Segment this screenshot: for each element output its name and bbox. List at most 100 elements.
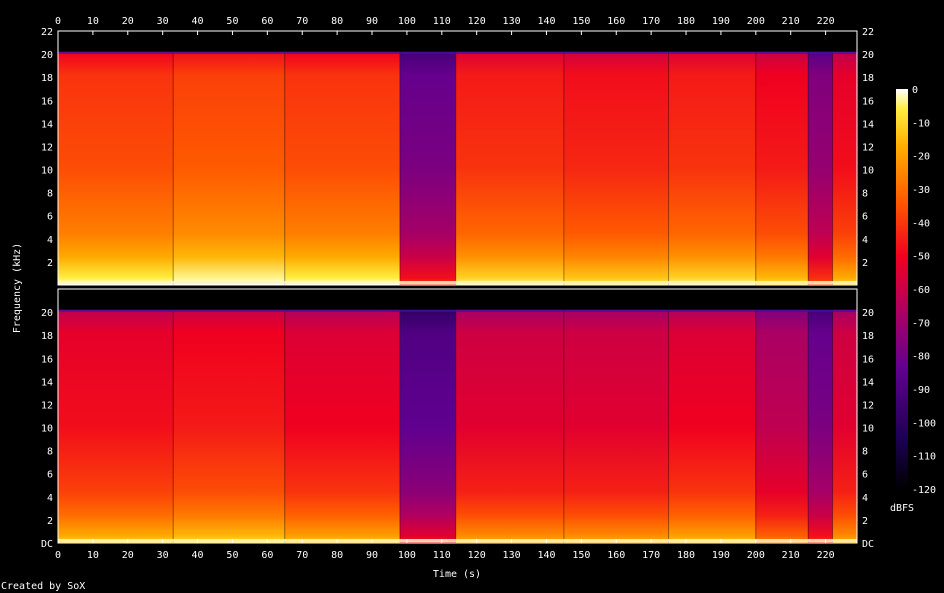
spectrogram-segment xyxy=(563,309,669,543)
colorbar-tick-label: -10 xyxy=(912,118,930,129)
x-tick-label-top: 30 xyxy=(157,16,169,27)
y-tick-label-right: 18 xyxy=(862,331,874,342)
colorbar-tick-label: -80 xyxy=(912,352,930,363)
x-tick-label-top: 0 xyxy=(55,16,61,27)
x-tick-label-top: 160 xyxy=(607,16,625,27)
panel-frame xyxy=(57,288,858,544)
colorbar-tick-label: -20 xyxy=(912,152,930,163)
spectrogram-segment xyxy=(58,309,174,543)
spectrogram-segment xyxy=(808,51,833,286)
spectrogram-segment xyxy=(755,51,809,286)
x-tick-label-top: 130 xyxy=(503,16,521,27)
y-tick-label-right: 12 xyxy=(862,400,874,411)
cutoff-band xyxy=(58,309,857,312)
x-tick-label-bottom: 160 xyxy=(607,550,625,561)
x-tick-label-bottom: 40 xyxy=(192,550,204,561)
x-axis-label: Time (s) xyxy=(433,569,481,580)
spectrogram-segment xyxy=(832,309,857,543)
colorbar-tick-label: -60 xyxy=(912,285,930,296)
spectrogram-segment xyxy=(173,51,285,286)
x-tick-label-top: 180 xyxy=(677,16,695,27)
y-tick-label-right: 16 xyxy=(862,354,874,365)
x-tick-label-bottom: 170 xyxy=(642,550,660,561)
x-tick-label-bottom: 70 xyxy=(296,550,308,561)
colorbar-tick-label: -110 xyxy=(912,452,936,463)
y-axis-label: Frequency (kHz) xyxy=(12,243,23,333)
y-tick-label-left: 16 xyxy=(41,96,53,107)
spectrogram-segment xyxy=(832,51,857,286)
panel-frame xyxy=(57,30,858,286)
x-tick-label-bottom: 90 xyxy=(366,550,378,561)
dc-band xyxy=(58,539,857,542)
y-tick-label-left: DC xyxy=(41,539,53,550)
y-tick-label-left: 10 xyxy=(41,424,53,435)
x-tick-label-top: 40 xyxy=(192,16,204,27)
y-tick-label-left: 8 xyxy=(47,189,53,200)
y-tick-label-left: 6 xyxy=(47,212,53,223)
cutoff-band xyxy=(58,51,857,54)
y-tick-label-right: 10 xyxy=(862,166,874,177)
x-tick-label-bottom: 10 xyxy=(87,550,99,561)
x-tick-label-top: 190 xyxy=(712,16,730,27)
y-tick-label-right: 14 xyxy=(862,119,874,130)
y-tick-label-right: 4 xyxy=(862,235,868,246)
x-tick-label-top: 20 xyxy=(122,16,134,27)
y-tick-label-right: 4 xyxy=(862,493,868,504)
x-tick-label-bottom: 0 xyxy=(55,550,61,561)
spectrogram-segment xyxy=(455,309,564,543)
x-tick-label-top: 170 xyxy=(642,16,660,27)
x-tick-label-top: 50 xyxy=(226,16,238,27)
y-tick-label-right: 22 xyxy=(862,27,874,38)
dc-band xyxy=(58,281,857,284)
colorbar-ticks: 0 -10 -20 -30 -40 -50 -60 -70 -80 -90 -100 -110 -120 xyxy=(912,85,936,496)
x-tick-label-bottom: 120 xyxy=(468,550,486,561)
colorbar-tick-label: -40 xyxy=(912,218,930,229)
y-tick-label-right: 20 xyxy=(862,50,874,61)
channel-panel-1 xyxy=(57,30,858,286)
colorbar-tick-label: -90 xyxy=(912,385,930,396)
y-tick-label-right: 2 xyxy=(862,258,868,269)
y-tick-label-left: 18 xyxy=(41,73,53,84)
x-tick-label-top: 120 xyxy=(468,16,486,27)
footer-credit: Created by SoX xyxy=(1,581,85,592)
y-tick-label-right: 16 xyxy=(862,96,874,107)
x-tick-label-bottom: 60 xyxy=(261,550,273,561)
y-tick-label-right: 2 xyxy=(862,516,868,527)
y-tick-label-left: 22 xyxy=(41,27,53,38)
x-tick-label-top: 60 xyxy=(261,16,273,27)
spectrogram-segment xyxy=(808,309,833,543)
colorbar-tick-label: -50 xyxy=(912,252,930,263)
colorbar-tick-label: 0 xyxy=(912,85,918,96)
spectrogram-segment xyxy=(668,309,756,543)
x-tick-label-top: 70 xyxy=(296,16,308,27)
x-tick-label-top: 220 xyxy=(817,16,835,27)
spectrogram-panels xyxy=(57,30,858,544)
y-tick-label-left: 16 xyxy=(41,354,53,365)
colorbar-label: dBFS xyxy=(890,503,914,514)
x-tick-label-bottom: 130 xyxy=(503,550,521,561)
x-tick-label-bottom: 110 xyxy=(433,550,451,561)
y-tick-label-left: 20 xyxy=(41,50,53,61)
y-tick-label-right: 14 xyxy=(862,377,874,388)
x-tick-label-bottom: 20 xyxy=(122,550,134,561)
x-tick-label-bottom: 30 xyxy=(157,550,169,561)
x-tick-label-top: 150 xyxy=(572,16,590,27)
y-tick-label-right: 6 xyxy=(862,470,868,481)
spectrogram-segment xyxy=(58,51,174,286)
y-tick-label-right: DC xyxy=(862,539,874,550)
y-tick-label-right: 6 xyxy=(862,212,868,223)
channel-panel-2 xyxy=(57,288,858,544)
x-tick-label-bottom: 200 xyxy=(747,550,765,561)
y-tick-label-left: 18 xyxy=(41,331,53,342)
y-tick-label-left: 4 xyxy=(47,493,53,504)
spectrogram-segment xyxy=(399,51,456,286)
y-tick-label-left: 10 xyxy=(41,166,53,177)
spectrogram-segment xyxy=(399,309,456,543)
x-tick-label-bottom: 210 xyxy=(782,550,800,561)
colorbar-tick-label: -120 xyxy=(912,485,936,496)
x-tick-label-bottom: 180 xyxy=(677,550,695,561)
x-tick-label-top: 10 xyxy=(87,16,99,27)
spectrogram-segment xyxy=(173,309,285,543)
axes: 0 0 10 10 20 20 30 30 40 40 50 50 60 60 70 70 80 80 90 90 10… xyxy=(41,16,874,561)
